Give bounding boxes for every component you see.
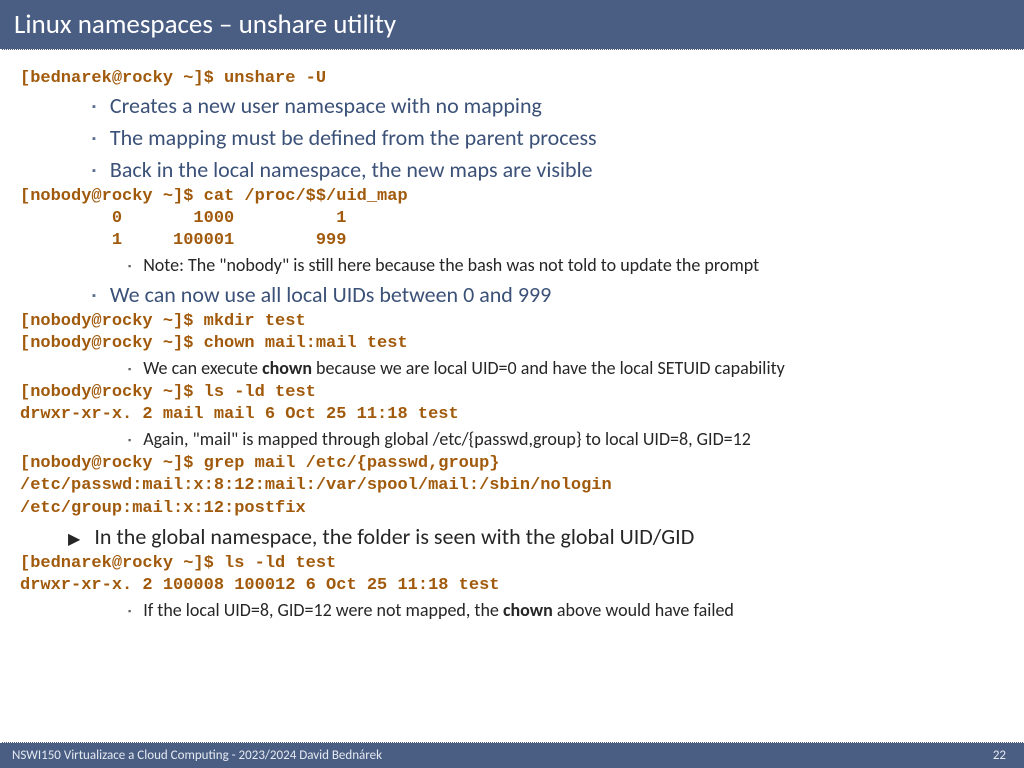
bullet-level2: ▪ We can execute chown because we are loc…: [128, 355, 1004, 382]
bullet-text: Creates a new user namespace with no map…: [110, 90, 542, 122]
bullet-marker-icon: ▪: [92, 99, 96, 115]
bullet-level1: ▪ Creates a new user namespace with no ma…: [92, 90, 1004, 122]
code-line: drwxr-xr-x. 2 mail mail 6 Oct 25 11:18 t…: [20, 404, 1004, 426]
bullet-level2: ▪ If the local UID=8, GID=12 were not map…: [128, 597, 1004, 624]
bullet-marker-icon: ▪: [92, 163, 96, 179]
bullet-text: We can now use all local UIDs between 0 …: [110, 279, 551, 311]
footer-text: NSWI150 Virtualizace a Cloud Computing -…: [12, 748, 382, 763]
bullet-marker-icon: ▪: [128, 260, 131, 274]
slide-footer: NSWI150 Virtualizace a Cloud Computing -…: [0, 742, 1024, 768]
bullet-text: The mapping must be defined from the par…: [110, 122, 597, 154]
code-line: [nobody@rocky ~]$ chown mail:mail test: [20, 333, 1004, 355]
code-line: 1 100001 999: [20, 230, 1004, 252]
page-number: 22: [987, 748, 1012, 763]
bullet-level1: ▪ Back in the local namespace, the new ma…: [92, 154, 1004, 186]
bullet-level1: ▪ We can now use all local UIDs between 0…: [92, 279, 1004, 311]
bullet-text: Back in the local namespace, the new map…: [110, 154, 593, 186]
bullet-level1: ▪ The mapping must be defined from the pa…: [92, 122, 1004, 154]
code-line: [nobody@rocky ~]$ cat /proc/$$/uid_map: [20, 186, 1004, 208]
bullet-text: Note: The "nobody" is still here because…: [143, 252, 759, 279]
slide-body: [bednarek@rocky ~]$ unshare -U ▪ Creates a…: [0, 50, 1024, 624]
bullet-marker-icon: ▪: [128, 434, 131, 448]
bullet-text: In the global namespace, the folder is s…: [94, 520, 694, 553]
code-line: drwxr-xr-x. 2 100008 100012 6 Oct 25 11:…: [20, 575, 1004, 597]
bullet-text: Again, "mail" is mapped through global /…: [143, 426, 751, 453]
code-line: [bednarek@rocky ~]$ unshare -U: [20, 68, 1004, 90]
arrow-bullet: ▶ In the global namespace, the folder is …: [68, 520, 1004, 553]
code-line: /etc/group:mail:x:12:postfix: [20, 498, 1004, 520]
bullet-marker-icon: ▪: [128, 363, 131, 377]
code-line: /etc/passwd:mail:x:8:12:mail:/var/spool/…: [20, 475, 1004, 497]
code-line: [bednarek@rocky ~]$ ls -ld test: [20, 553, 1004, 575]
code-line: [nobody@rocky ~]$ mkdir test: [20, 311, 1004, 333]
bullet-marker-icon: ▪: [92, 131, 96, 147]
bullet-text: If the local UID=8, GID=12 were not mapp…: [143, 597, 734, 624]
code-line: [nobody@rocky ~]$ ls -ld test: [20, 382, 1004, 404]
bullet-marker-icon: ▪: [92, 288, 96, 304]
code-line: 0 1000 1: [20, 208, 1004, 230]
arrow-icon: ▶: [68, 528, 80, 552]
bullet-text: We can execute chown because we are loca…: [143, 355, 785, 382]
bullet-level2: ▪ Again, "mail" is mapped through global …: [128, 426, 1004, 453]
code-line: [nobody@rocky ~]$ grep mail /etc/{passwd…: [20, 453, 1004, 475]
bullet-marker-icon: ▪: [128, 605, 131, 619]
slide-title: Linux namespaces – unshare utility: [0, 0, 1024, 50]
bullet-level2: ▪ Note: The "nobody" is still here becaus…: [128, 252, 1004, 279]
